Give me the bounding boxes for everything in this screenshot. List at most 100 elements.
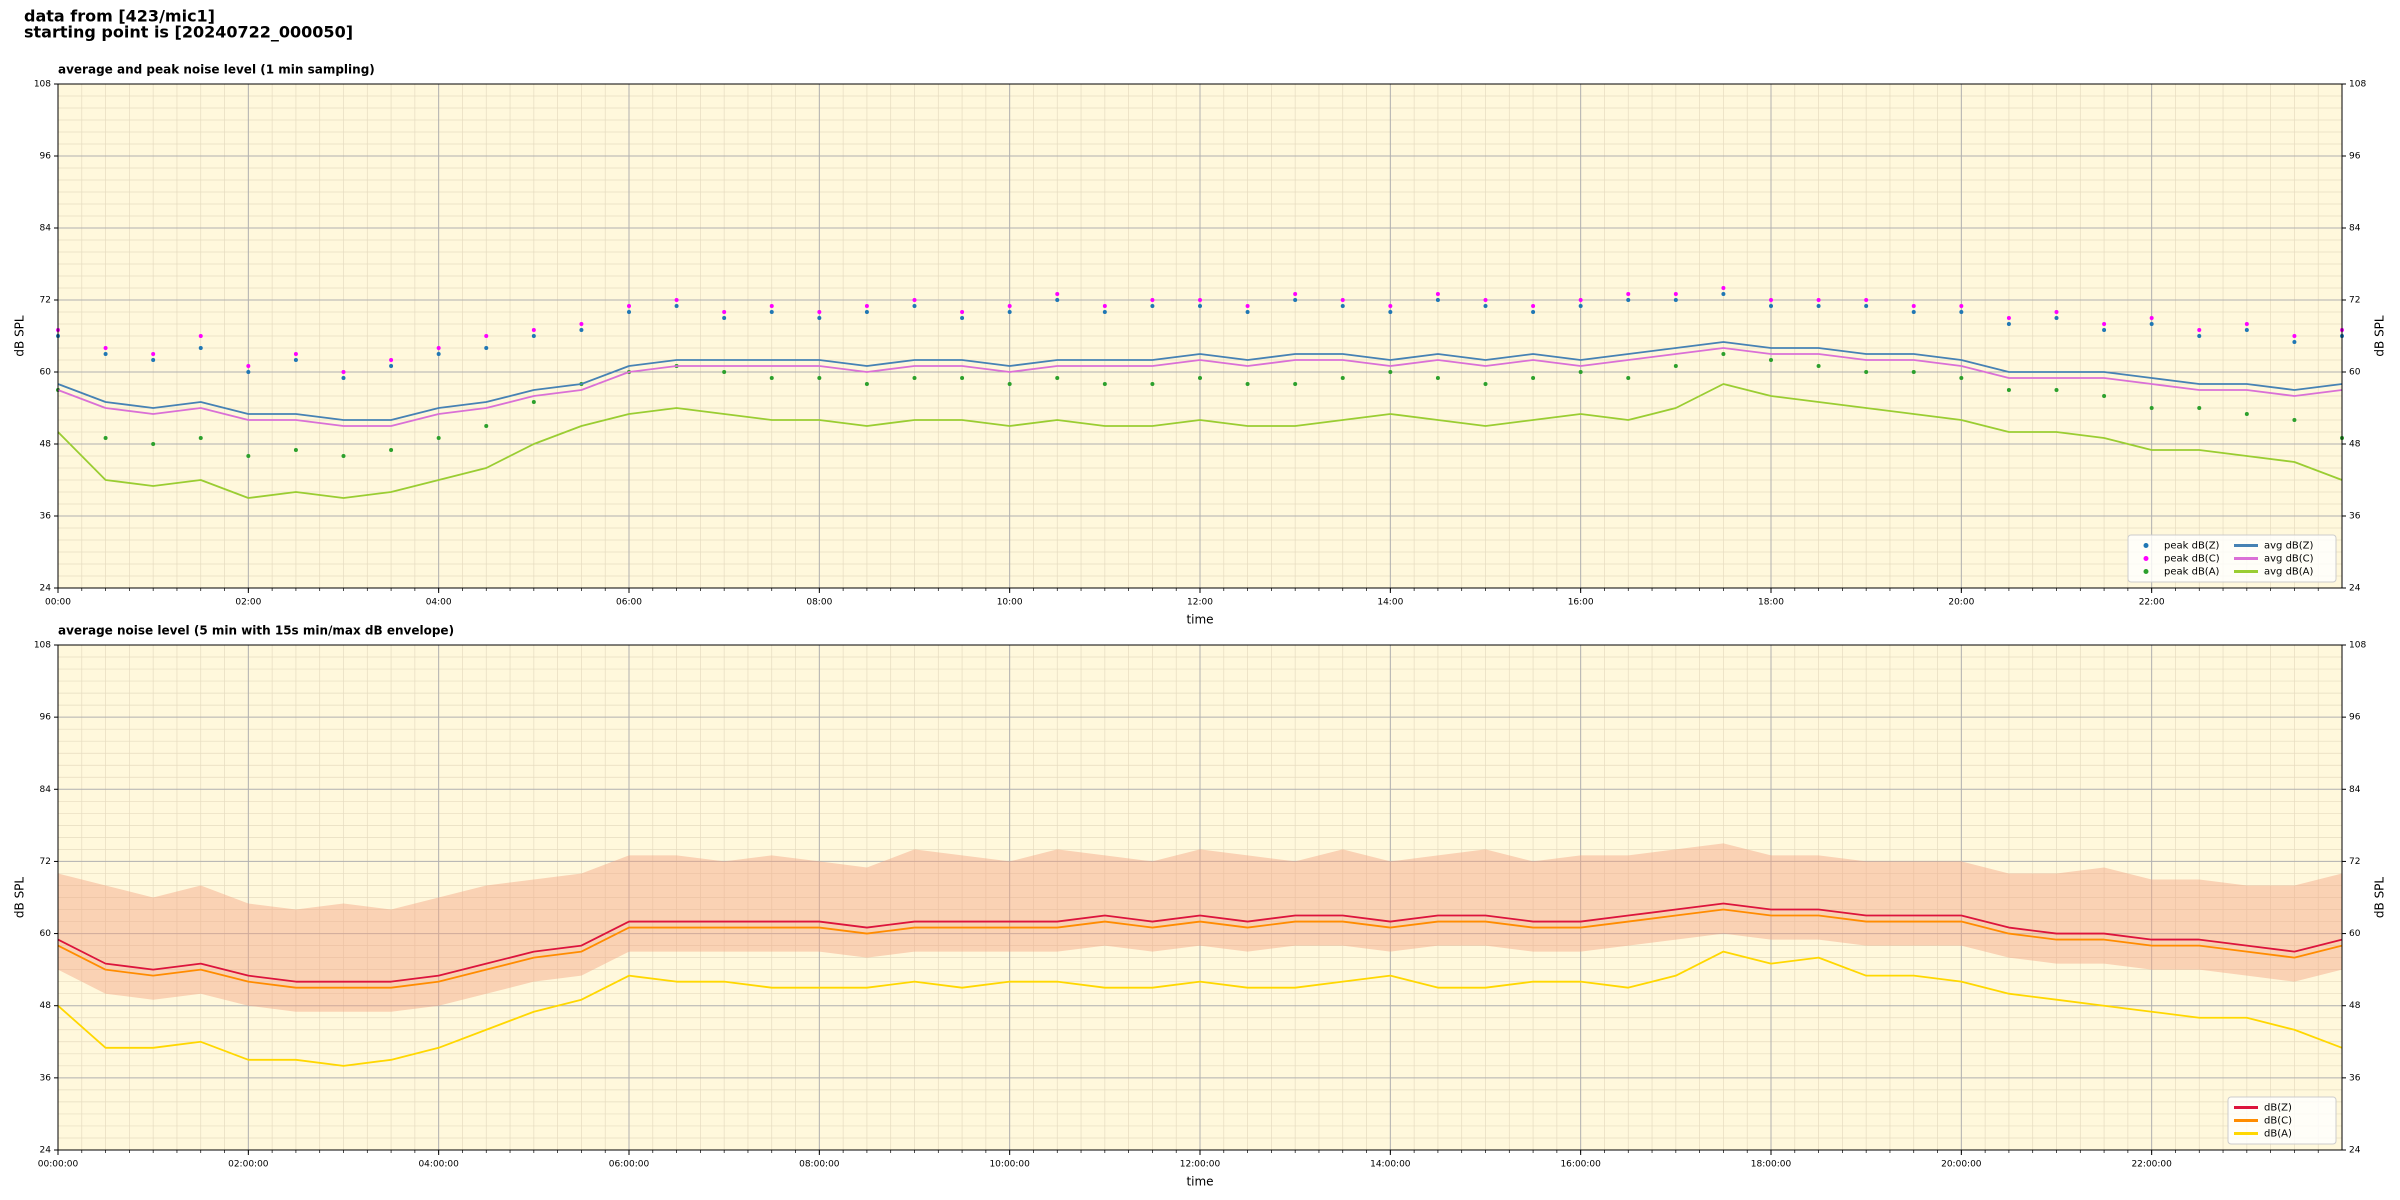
data-point: [1578, 298, 1583, 302]
legend-label: avg dB(Z): [2264, 541, 2314, 552]
header-line: data from [423/mic1]: [24, 7, 215, 26]
data-point: [1102, 310, 1107, 314]
x-tick-label: 20:00: [1948, 598, 1974, 608]
y2-tick-label: 48: [2349, 440, 2361, 450]
data-point: [1531, 376, 1536, 380]
legend-box: [2127, 534, 2337, 583]
x-tick-label: 22:00:00: [2131, 1160, 2172, 1170]
data-point: [1007, 304, 1012, 308]
data-point: [1531, 304, 1536, 308]
data-point: [1055, 292, 1060, 296]
y-tick-label: 84: [40, 224, 52, 234]
data-point: [1626, 292, 1631, 296]
data-point: [817, 376, 822, 380]
data-point: [1911, 370, 1916, 374]
data-point: [2197, 334, 2202, 338]
data-point: [1150, 298, 1155, 302]
x-tick-label: 02:00: [235, 598, 261, 608]
data-point: [2006, 322, 2011, 326]
data-point: [198, 346, 203, 350]
data-point: [817, 310, 822, 314]
data-point: [912, 376, 917, 380]
y-tick-label: 24: [40, 584, 52, 594]
data-point: [1483, 304, 1488, 308]
data-point: [484, 346, 489, 350]
legend-label: peak dB(A): [2164, 567, 2220, 578]
data-point: [151, 352, 156, 356]
y2-tick-label: 84: [2349, 224, 2361, 234]
data-point: [484, 424, 489, 428]
y-tick-label: 108: [34, 80, 51, 90]
legend-label: peak dB(C): [2164, 554, 2220, 565]
data-point: [1959, 376, 1964, 380]
data-point: [1721, 286, 1726, 290]
data-point: [2292, 334, 2297, 338]
data-point: [1055, 376, 1060, 380]
data-point: [1483, 382, 1488, 386]
data-point: [1816, 364, 1821, 368]
data-point: [389, 364, 394, 368]
x-axis-label: time: [1186, 613, 1213, 627]
x-tick-label: 12:00:00: [1180, 1160, 1221, 1170]
data-point: [1626, 376, 1631, 380]
data-point: [341, 376, 346, 380]
y2-tick-label: 72: [2349, 296, 2360, 306]
data-point: [1435, 376, 1440, 380]
data-point: [2102, 322, 2107, 326]
data-point: [2054, 388, 2059, 392]
data-point: [1864, 304, 1869, 308]
x-tick-label: 08:00: [806, 598, 832, 608]
data-point: [151, 358, 156, 362]
data-point: [1816, 298, 1821, 302]
y2-tick-label: 60: [2349, 368, 2361, 378]
data-point: [912, 304, 917, 308]
legend-label: avg dB(C): [2264, 554, 2314, 565]
x-tick-label: 16:00: [1568, 598, 1594, 608]
data-point: [1150, 382, 1155, 386]
data-point: [1626, 298, 1631, 302]
data-line: [57, 908, 2343, 989]
data-point: [2292, 418, 2297, 422]
x-tick-label: 18:00: [1758, 598, 1784, 608]
y-tick-label: 72: [40, 857, 51, 867]
data-point: [960, 310, 965, 314]
data-point: [389, 448, 394, 452]
data-point: [864, 310, 869, 314]
y-tick-label: 96: [40, 152, 52, 162]
data-point: [1293, 292, 1298, 296]
data-line: [57, 347, 2343, 427]
data-point: [769, 376, 774, 380]
data-point: [1673, 364, 1678, 368]
data-point: [2054, 316, 2059, 320]
data-point: [817, 316, 822, 320]
data-point: [1055, 298, 1060, 302]
data-point: [1388, 310, 1393, 314]
data-point: [2244, 412, 2249, 416]
data-point: [1150, 304, 1155, 308]
x-tick-label: 04:00:00: [418, 1160, 459, 1170]
data-point: [627, 304, 631, 308]
data-point: [1864, 370, 1869, 374]
data-point: [1245, 382, 1250, 386]
data-point: [1435, 292, 1440, 296]
data-point: [1673, 298, 1678, 302]
y2-tick-label: 24: [2349, 584, 2361, 594]
data-point: [769, 310, 774, 314]
y2-tick-label: 108: [2349, 641, 2366, 651]
x-tick-label: 04:00: [426, 598, 452, 608]
data-point: [1198, 298, 1202, 302]
data-point: [1388, 304, 1393, 308]
data-point: [103, 436, 108, 440]
data-point: [2006, 388, 2011, 392]
data-point: [1198, 376, 1202, 380]
data-point: [1531, 310, 1536, 314]
data-point: [2197, 406, 2202, 410]
data-point: [912, 298, 917, 302]
data-point: [579, 328, 584, 332]
x-tick-label: 10:00:00: [989, 1160, 1030, 1170]
x-tick-label: 20:00:00: [1941, 1160, 1982, 1170]
data-point: [1911, 304, 1916, 308]
data-point: [1245, 304, 1250, 308]
y-tick-label: 108: [34, 641, 51, 651]
data-point: [436, 352, 441, 356]
